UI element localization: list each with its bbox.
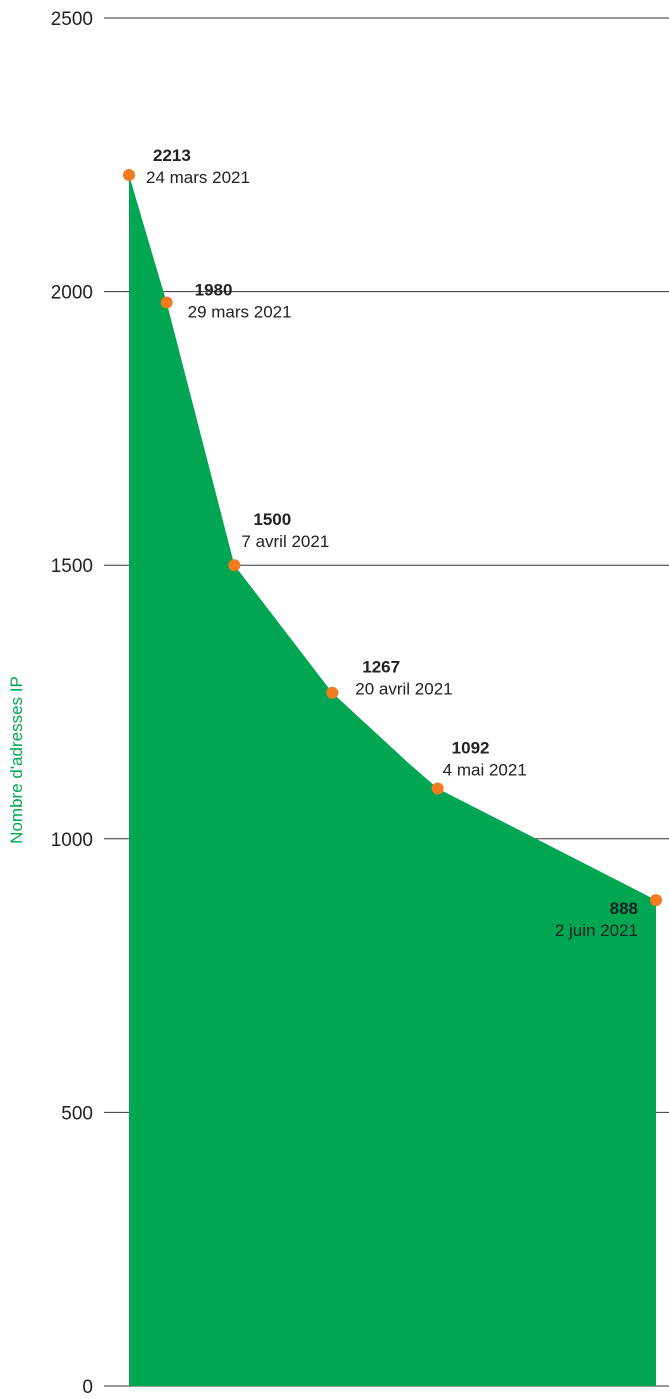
data-label-value: 888: [610, 899, 638, 918]
data-point-marker: [650, 894, 662, 907]
data-point-marker: [431, 782, 444, 795]
y-tick-label: 2000: [51, 283, 93, 304]
data-label-date: 24 mars 2021: [146, 168, 250, 187]
data-label-value: 1267: [362, 658, 400, 677]
y-tick-label: 500: [61, 1103, 93, 1124]
data-label-date: 2 juin 2021: [555, 921, 638, 940]
data-point-marker: [326, 686, 339, 699]
data-point-marker: [123, 169, 135, 182]
data-label-date: 20 avril 2021: [355, 680, 452, 699]
data-label-value: 2213: [153, 146, 191, 165]
data-point-marker: [228, 559, 241, 572]
data-label-value: 1092: [452, 738, 490, 757]
data-label-date: 4 mai 2021: [443, 760, 527, 779]
data-points: [123, 169, 662, 907]
y-axis-label: Nombre d'adresses IP: [7, 676, 26, 844]
y-tick-label: 1000: [51, 830, 93, 851]
area-series: [129, 175, 656, 1387]
data-labels: 2213 24 mars 2021 1980 29 mars 2021 1500 7 av…: [146, 146, 638, 940]
data-label-value: 1980: [195, 281, 233, 300]
y-tick-label: 1500: [51, 556, 93, 577]
y-tick-label: 2500: [51, 9, 93, 30]
y-tick-label: 0: [82, 1377, 93, 1398]
data-label-date: 7 avril 2021: [241, 532, 329, 551]
data-point-marker: [160, 296, 173, 309]
y-axis-ticks: 0 500 1000 1500 2000 2500: [51, 9, 93, 1398]
data-label-value: 1500: [253, 510, 291, 529]
data-label-date: 29 mars 2021: [188, 303, 292, 322]
